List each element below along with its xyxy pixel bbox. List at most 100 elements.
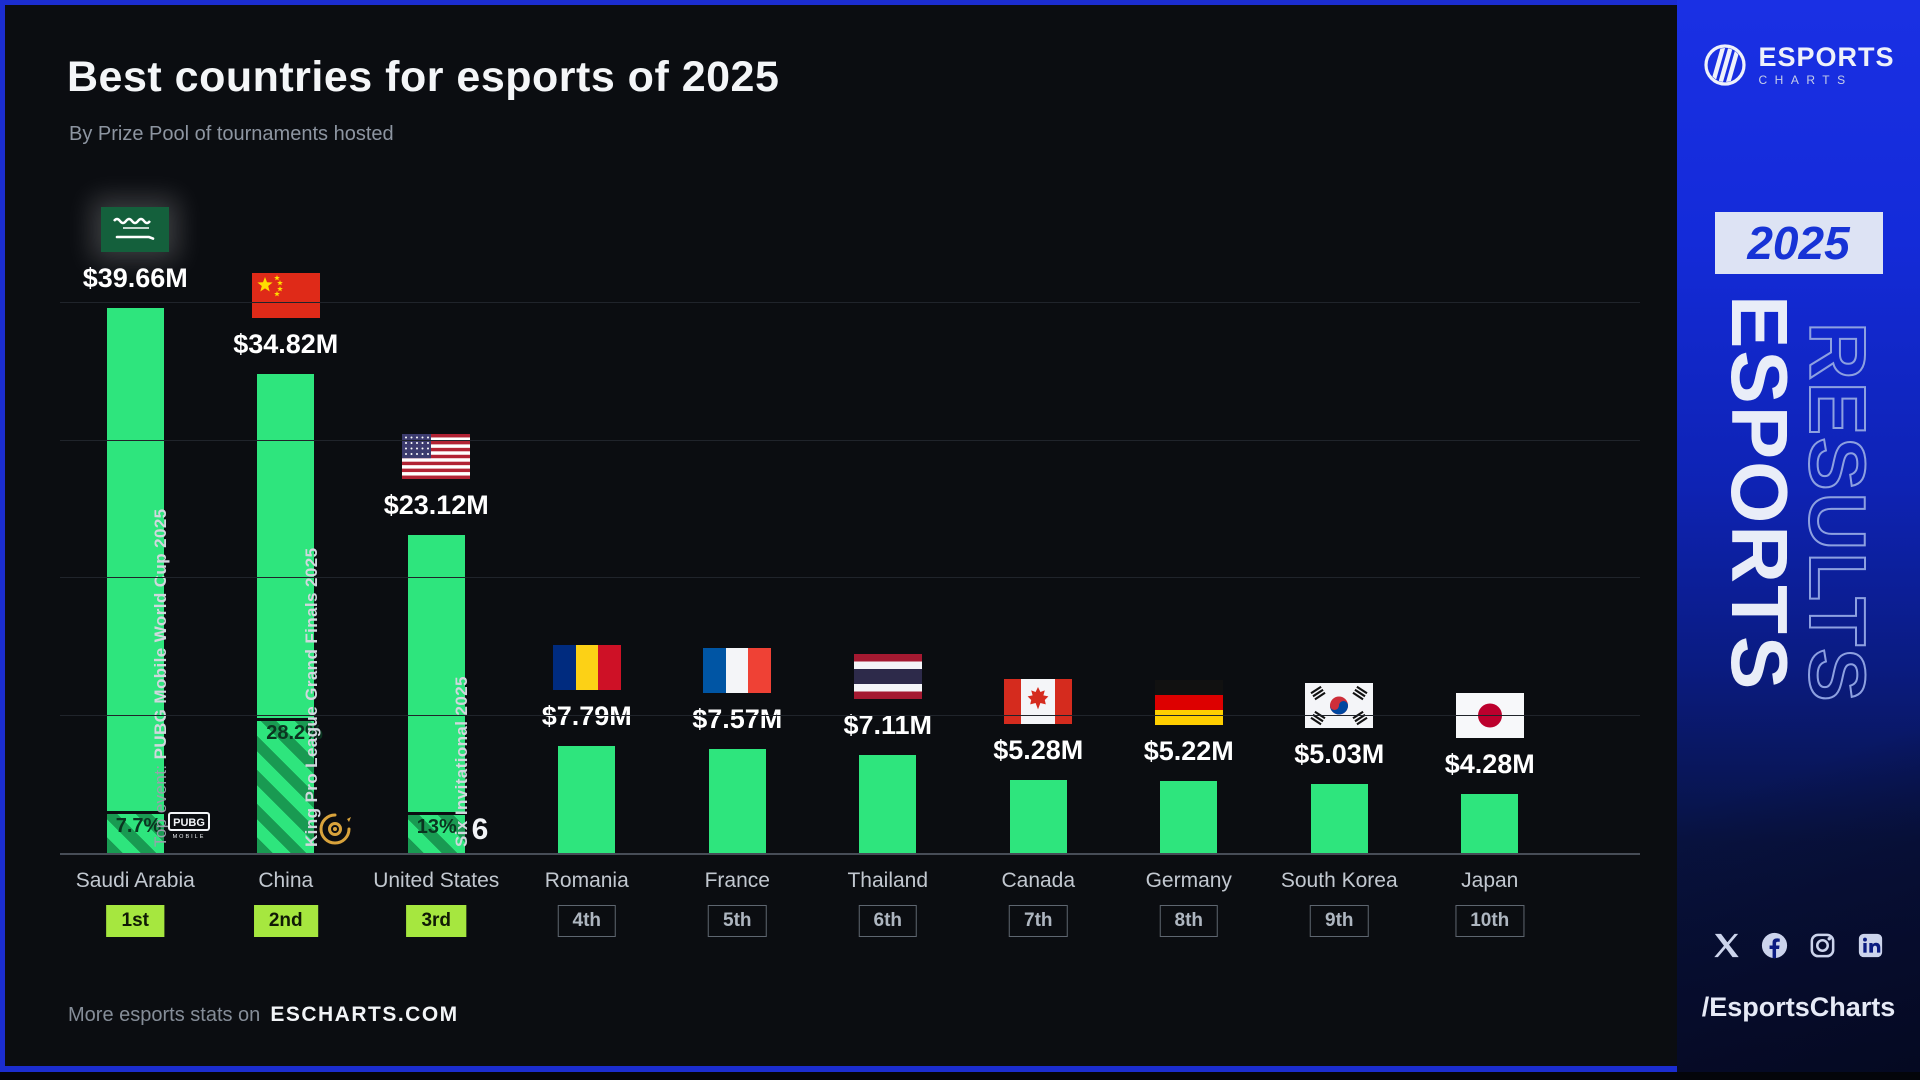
country-column: $4.28M Japan 10th (1415, 148, 1566, 937)
country-column: $7.11M Thailand 6th (813, 148, 964, 937)
country-column: $23.12M 13% Six Invitational 2025 6 Unit… (361, 148, 515, 937)
prize-pool-value: $23.12M (383, 490, 489, 520)
prize-pool-value: $5.28M (993, 735, 1084, 765)
prize-pool-value: $7.79M (541, 701, 632, 731)
country-label: France (704, 869, 770, 892)
country-column: $5.22M Germany 8th (1114, 148, 1265, 937)
rank-badge: 1st (106, 905, 164, 937)
prize-bar: 28.2% (257, 374, 323, 853)
instagram-icon[interactable] (1807, 930, 1838, 961)
country-column: $5.28M Canada 7th (963, 148, 1114, 937)
country-column: $34.82M 28.2% King Pro League Grand Fina… (211, 148, 365, 937)
footer-note: More esports stats on ESCHARTS.COM (68, 1003, 459, 1027)
country-label: Japan (1461, 869, 1519, 892)
bar-chart: $39.66M 7.7% Top event: PUBG Mobile Worl… (60, 148, 1640, 937)
canada-flag-icon (1004, 679, 1073, 724)
gridline-40m (60, 302, 1640, 303)
prize-bar (1160, 781, 1218, 853)
country-label: Germany (1145, 869, 1232, 892)
country-label: South Korea (1280, 869, 1398, 892)
rainbow-six-icon: 6 (467, 811, 515, 846)
country-label: China (258, 869, 314, 892)
japan-flag-icon (1455, 693, 1524, 738)
bottom-edge (0, 1072, 1920, 1080)
country-column: $39.66M 7.7% Top event: PUBG Mobile Worl… (60, 148, 214, 937)
svg-text:MOBILE: MOBILE (173, 834, 206, 840)
social-icons-row (1677, 930, 1920, 961)
svg-text:6: 6 (472, 813, 489, 845)
prize-bar (558, 746, 616, 853)
brand-sub: CHARTS (1758, 72, 1853, 87)
top-event-label: King Pro League Grand Finals 2025 (301, 547, 321, 847)
prize-pool-value: $4.28M (1444, 749, 1535, 779)
social-handle[interactable]: /EsportsCharts (1701, 992, 1896, 1022)
linkedin-icon[interactable] (1855, 930, 1886, 961)
country-column: $7.57M France 5th (662, 148, 813, 937)
germany-flag-icon (1154, 680, 1223, 725)
rank-badge: 8th (1159, 905, 1218, 937)
columns: $39.66M 7.7% Top event: PUBG Mobile Worl… (60, 148, 1566, 937)
country-label: Thailand (847, 869, 929, 892)
country-label: Romania (544, 869, 629, 892)
brand-sidebar: ESPORTS CHARTS 2025 ESPORTS RESULTS /Esp… (1677, 0, 1920, 1080)
king-pro-league-icon (317, 811, 365, 845)
prize-pool-value: $7.57M (692, 704, 783, 734)
rank-badge: 6th (858, 905, 917, 937)
top-event-share-label: 28.2% (266, 722, 323, 744)
south-korea-flag-icon (1305, 683, 1374, 728)
prize-pool-value: $34.82M (233, 329, 339, 359)
country-label: United States (373, 869, 500, 892)
prize-bar (1009, 780, 1067, 853)
france-flag-icon (703, 648, 772, 693)
prize-bar (1461, 794, 1519, 853)
rank-badge: 4th (557, 905, 616, 937)
top-event-share-area: 28.2% (257, 718, 323, 853)
escharts-site-link[interactable]: ESCHARTS.COM (270, 1003, 459, 1026)
gridline-20m (60, 577, 1640, 578)
svg-text:PUBG: PUBG (173, 817, 205, 829)
prize-pool-value: $5.03M (1294, 739, 1385, 769)
gridline-30m (60, 439, 1640, 441)
prize-pool-value: $39.66M (82, 263, 188, 293)
page-subtitle: By Prize Pool of tournaments hosted (69, 123, 394, 145)
prize-pool-value: $5.22M (1143, 736, 1234, 766)
country-label: Canada (1001, 869, 1076, 892)
prize-bar (708, 749, 766, 853)
facebook-icon[interactable] (1759, 930, 1790, 961)
rank-badge: 7th (1009, 905, 1068, 937)
prize-bar (859, 755, 917, 853)
country-column: $5.03M South Korea 9th (1264, 148, 1415, 937)
pubg-mobile-icon: PUBG MOBILE (166, 811, 214, 845)
country-column: $7.79M Romania 4th (512, 148, 663, 937)
gridline-10m (60, 714, 1640, 716)
prize-bar: 13% (407, 535, 465, 853)
top-event-share-area: 13% (407, 812, 465, 853)
esports-charts-logo: ESPORTS CHARTS (1677, 42, 1920, 88)
brand-name: ESPORTS (1758, 41, 1895, 72)
footer-text: More esports stats on (68, 1004, 261, 1026)
chart-panel: Best countries for esports of 2025 By Pr… (5, 5, 1677, 1066)
rank-badge: 3rd (406, 905, 467, 937)
rank-badge: 10th (1455, 905, 1525, 937)
page-title: Best countries for esports of 2025 (67, 53, 780, 101)
top-event-label: Top event: PUBG Mobile World Cup 2025 (151, 508, 171, 847)
watermark-results: RESULTS (1792, 321, 1883, 704)
brand-wordmark: ESPORTS CHARTS (1758, 41, 1895, 87)
top-event-share-label: 7.7% (115, 815, 162, 837)
x-icon[interactable] (1711, 930, 1742, 961)
top-event-share-label: 13% (416, 816, 457, 838)
romania-flag-icon (552, 645, 621, 690)
saudi-arabia-flag-icon (101, 207, 170, 252)
logo-circle-icon (1704, 44, 1747, 86)
prize-bar (1310, 784, 1368, 853)
rank-badge: 5th (708, 905, 767, 937)
rank-badge: 2nd (253, 905, 318, 937)
year-badge: 2025 (1714, 212, 1883, 274)
thailand-flag-icon (853, 654, 922, 699)
country-label: Saudi Arabia (75, 869, 195, 892)
prize-bar: 7.7% (106, 308, 164, 853)
top-event-share-area: 7.7% (106, 811, 164, 853)
china-flag-icon (251, 273, 320, 318)
rank-badge: 9th (1310, 905, 1369, 937)
